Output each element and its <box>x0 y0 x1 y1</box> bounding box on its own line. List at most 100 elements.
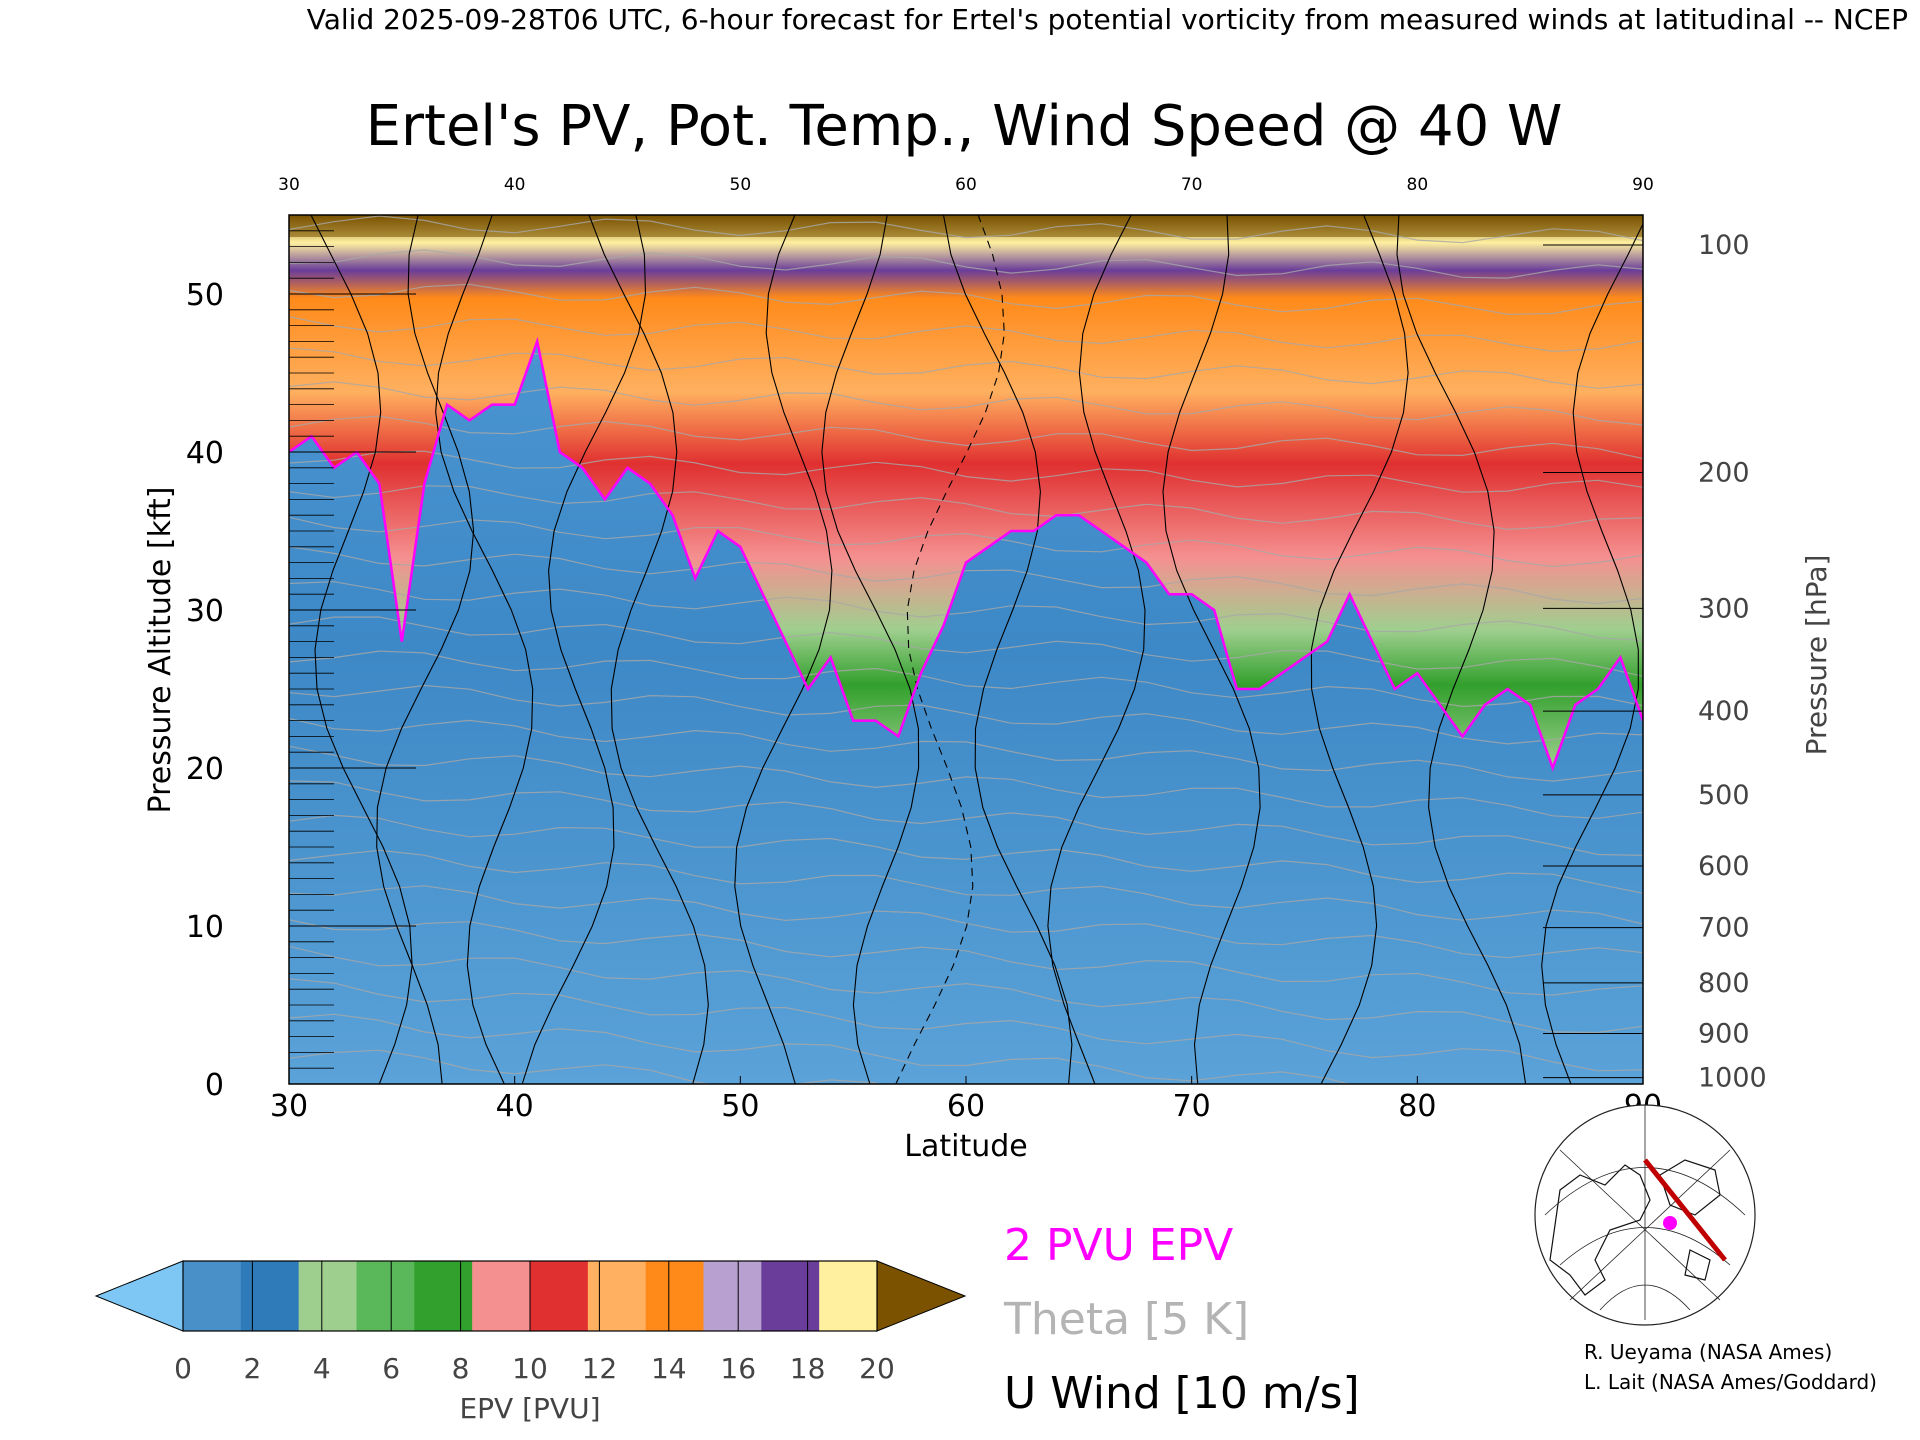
theta-contour <box>289 919 1643 996</box>
x-tick-label: 50 <box>721 1089 759 1124</box>
theta-contour <box>289 450 1643 493</box>
theta-contours <box>289 215 1643 1084</box>
pressure-tick-label: 500 <box>1698 780 1750 811</box>
x-tick-label: 60 <box>947 1089 985 1124</box>
theta-contour <box>289 381 1643 426</box>
colorbar-tick-label: 2 <box>243 1352 261 1385</box>
y-tick-label: 0 <box>205 1068 224 1103</box>
theta-contour <box>289 945 1643 1034</box>
colorbar-segment <box>819 1261 878 1331</box>
colorbar-tick-label: 14 <box>651 1352 687 1385</box>
theta-contour <box>289 978 1643 1072</box>
u-wind-contour <box>521 215 647 1084</box>
u-wind-contour <box>1162 215 1261 1084</box>
theta-contour <box>289 1049 883 1084</box>
colorbar-tick-label: 8 <box>452 1352 470 1385</box>
u-wind-contour <box>310 215 413 1084</box>
colorbar-over-arrow <box>876 1260 967 1332</box>
theta-contour <box>289 485 1643 531</box>
colorbar-segment <box>298 1261 357 1331</box>
colorbar-segment <box>587 1261 647 1331</box>
colorbar-under-arrow <box>94 1260 184 1332</box>
valid-time-header: Valid 2025-09-28T06 UTC, 6-hour forecast… <box>307 3 1908 36</box>
u-wind-contour <box>435 215 534 1084</box>
u-wind-contour <box>895 215 1005 1084</box>
colorbar-segment <box>183 1261 242 1331</box>
y-tick-label: 20 <box>186 752 224 787</box>
colorbar-segment <box>761 1261 820 1331</box>
theta-contour <box>289 717 1643 782</box>
legend-2pvu: 2 PVU EPV <box>1004 1220 1233 1271</box>
colorbar-label: EPV [PVU] <box>459 1392 600 1425</box>
y-tick-label: 30 <box>186 594 224 629</box>
stratosphere-fill <box>289 215 1643 768</box>
theta-contour <box>289 215 1643 244</box>
inset-map-marker <box>1663 1216 1677 1230</box>
colorbar-tick-label: 16 <box>720 1352 756 1385</box>
inset-map-coastlines <box>1549 1159 1721 1296</box>
inset-map-track <box>1643 1158 1727 1262</box>
u-wind-contour <box>1541 222 1643 1084</box>
colorbar-segment <box>703 1261 762 1331</box>
axes: 30 30 40 40 50 50 60 60 70 70 80 80 90 900 10 20 30 40 50 1… <box>186 175 1767 1124</box>
theta-contour <box>289 814 1643 894</box>
colorbar-tick-label: 18 <box>790 1352 826 1385</box>
theta-contour <box>289 885 1643 959</box>
colorbar-segment <box>472 1261 531 1331</box>
theta-contour <box>289 616 1643 677</box>
legend-theta: Theta [5 K] <box>1003 1294 1249 1345</box>
x-axis-label: Latitude <box>904 1129 1027 1164</box>
top-x-tick-label: 40 <box>504 175 526 195</box>
u-wind-contour <box>376 215 475 1084</box>
pressure-tick-label: 1000 <box>1698 1063 1767 1094</box>
u-wind-contour <box>588 215 709 1084</box>
pressure-tick-label: 400 <box>1698 696 1750 727</box>
colorbar-segment <box>356 1261 415 1331</box>
legend-u-wind: U Wind [10 m/s] <box>1004 1368 1360 1419</box>
theta-contour <box>289 415 1643 460</box>
u-wind-contour <box>1396 215 1527 1084</box>
colorbar-tick-label: 4 <box>313 1352 331 1385</box>
theta-contour <box>289 546 1643 605</box>
theta-contour <box>289 581 1643 642</box>
tropopause-2pvu-line <box>289 336 1643 772</box>
inset-map <box>1534 1104 1756 1326</box>
colorbar-segment <box>414 1261 473 1331</box>
y-tick-label: 40 <box>186 436 224 471</box>
colorbar-tick-label: 0 <box>174 1352 192 1385</box>
y-tick-label: 10 <box>186 910 224 945</box>
theta-contour <box>289 249 1643 279</box>
theta-contour <box>289 347 1643 389</box>
y-axis-label-right: Pressure [hPa] <box>1800 555 1833 756</box>
u-wind-contour <box>734 215 833 1084</box>
pressure-tick-label: 200 <box>1698 458 1750 489</box>
top-x-tick-label: 90 <box>1632 175 1654 195</box>
u-wind-contour <box>1047 215 1146 1084</box>
y-axis-label-left: Pressure Altitude [kft] <box>143 487 178 814</box>
colorbar-tick-label: 20 <box>859 1352 895 1385</box>
pressure-tick-label: 100 <box>1698 230 1750 261</box>
theta-contour <box>289 516 1643 568</box>
chart-title: Ertel's PV, Pot. Temp., Wind Speed @ 40 … <box>366 94 1563 159</box>
top-x-tick-label: 80 <box>1407 175 1429 195</box>
pressure-tick-label: 700 <box>1698 913 1750 944</box>
credit-line-1: R. Ueyama (NASA Ames) <box>1584 1340 1832 1364</box>
colorbar-tick-label: 6 <box>382 1352 400 1385</box>
theta-contour <box>289 1013 1351 1084</box>
colorbar-segment <box>645 1261 704 1331</box>
inset-map-graticule <box>1544 1105 1746 1320</box>
top-x-tick-label: 50 <box>730 175 752 195</box>
colorbar-tick-label: 10 <box>512 1352 548 1385</box>
theta-contour <box>289 849 1643 925</box>
theta-contour <box>289 684 1643 745</box>
credit-line-2: L. Lait (NASA Ames/Goddard) <box>1584 1370 1877 1394</box>
u-wind-contours <box>310 215 1643 1084</box>
y-tick-label: 50 <box>186 278 224 313</box>
u-wind-contour <box>1310 215 1409 1084</box>
x-tick-label: 70 <box>1173 1089 1211 1124</box>
x-tick-label: 30 <box>270 1089 308 1124</box>
plot-area <box>289 215 1643 1084</box>
colorbar-tick-label: 12 <box>582 1352 618 1385</box>
colorbar-segment <box>530 1261 589 1331</box>
